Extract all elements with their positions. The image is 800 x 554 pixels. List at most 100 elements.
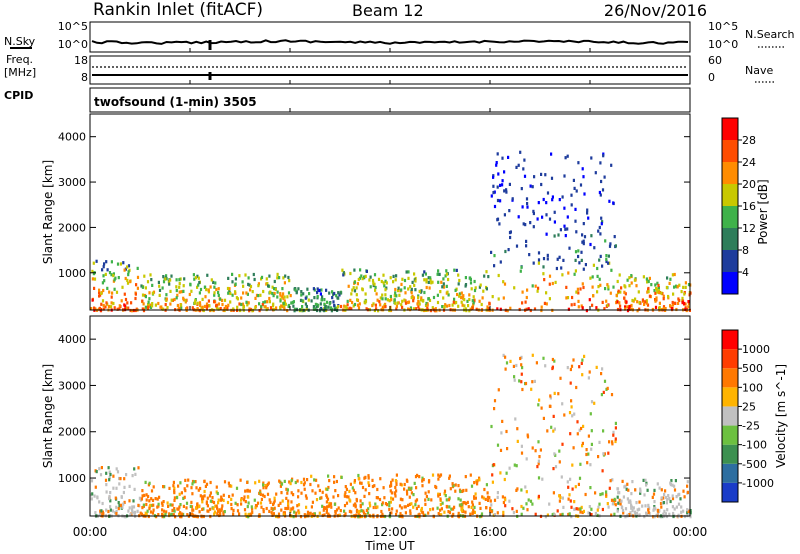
echo-cell [178, 285, 181, 289]
echo-cell [376, 505, 379, 509]
colorbar-tick-label: 25 [742, 400, 756, 413]
echo-cell [144, 295, 147, 299]
echo-cell [586, 208, 589, 212]
echo-cell [623, 296, 626, 300]
echo-cell [636, 309, 639, 313]
echo-cell [470, 484, 474, 488]
echo-cell [581, 306, 584, 310]
echo-cell [221, 302, 224, 307]
echo-cell [653, 488, 656, 492]
echo-cell [472, 510, 475, 514]
echo-cell [542, 272, 545, 276]
echo-cell [507, 248, 510, 252]
echo-cell [682, 489, 685, 493]
echo-cell [373, 273, 377, 277]
echo-cell [363, 476, 366, 480]
echo-cell [623, 284, 626, 288]
echo-cell [104, 305, 107, 309]
echo-cell [654, 283, 657, 287]
echo-cell [415, 506, 418, 511]
echo-cell [343, 304, 346, 308]
echo-cell [283, 479, 286, 483]
echo-cell [434, 309, 437, 313]
echo-cell [524, 300, 527, 304]
echo-cell [116, 262, 120, 266]
echo-cell [247, 301, 250, 305]
echo-cell [115, 467, 118, 471]
echo-cell [669, 305, 672, 309]
echo-cell [281, 295, 284, 299]
echo-cell [206, 504, 209, 508]
echo-cell [386, 503, 389, 507]
echo-cell [634, 511, 637, 515]
echo-cell [101, 281, 104, 285]
echo-cell [454, 483, 457, 487]
echo-cell [566, 227, 569, 231]
echo-cell [473, 510, 476, 514]
echo-cell [299, 515, 303, 519]
echo-cell [169, 289, 172, 293]
echo-cell [151, 511, 155, 515]
echo-cell [122, 502, 125, 506]
echo-cell [357, 510, 360, 514]
echo-cell [534, 512, 537, 516]
echo-cell [626, 513, 629, 517]
echo-cell [607, 505, 610, 509]
echo-cell [359, 503, 362, 507]
echo-cell [319, 302, 322, 306]
echo-cell [132, 505, 136, 509]
echo-cell [643, 515, 646, 519]
echo-cell [439, 497, 442, 501]
echo-cell [680, 510, 683, 514]
echo-cell [345, 487, 348, 491]
echo-cell [151, 304, 154, 308]
echo-cell [112, 274, 115, 278]
echo-cell [660, 291, 663, 295]
echo-cell [365, 269, 368, 273]
echo-cell [584, 492, 587, 497]
echo-cell [246, 505, 249, 509]
echo-cell [381, 297, 384, 301]
echo-cell [325, 288, 328, 292]
echo-cell [371, 478, 374, 482]
echo-cell [394, 485, 397, 490]
echo-cell [332, 300, 335, 304]
echo-cell [583, 235, 587, 239]
echo-cell [349, 298, 352, 302]
echo-cell [522, 167, 525, 171]
echo-cell [524, 223, 527, 227]
echo-cell [490, 503, 493, 507]
echo-cell [560, 266, 563, 270]
echo-cell [564, 234, 567, 238]
echo-cell [351, 300, 354, 305]
echo-cell [605, 259, 608, 264]
echo-cell [536, 217, 539, 221]
echo-cell [568, 493, 571, 497]
echo-cell [327, 512, 330, 516]
echo-cell [508, 182, 511, 186]
echo-cell [553, 210, 556, 214]
echo-cell [607, 287, 610, 291]
echo-cell [126, 281, 130, 285]
echo-cell [574, 207, 577, 211]
echo-cell [259, 489, 262, 493]
echo-cell [412, 296, 415, 300]
echo-cell [405, 270, 408, 274]
echo-cell [177, 484, 180, 488]
echo-cell [546, 191, 550, 195]
echo-cell [156, 497, 159, 501]
echo-cell [311, 512, 314, 516]
echo-cell [521, 387, 524, 392]
echo-cell [608, 199, 611, 203]
echo-cell [373, 484, 376, 488]
echo-cell [557, 392, 560, 396]
echo-cell [504, 249, 507, 254]
echo-cell [149, 510, 153, 514]
echo-cell [93, 494, 96, 498]
echo-cell [279, 299, 282, 303]
echo-cell [417, 504, 420, 508]
echo-cell [554, 465, 558, 469]
echo-cell [95, 259, 98, 263]
echo-cell [598, 190, 601, 195]
